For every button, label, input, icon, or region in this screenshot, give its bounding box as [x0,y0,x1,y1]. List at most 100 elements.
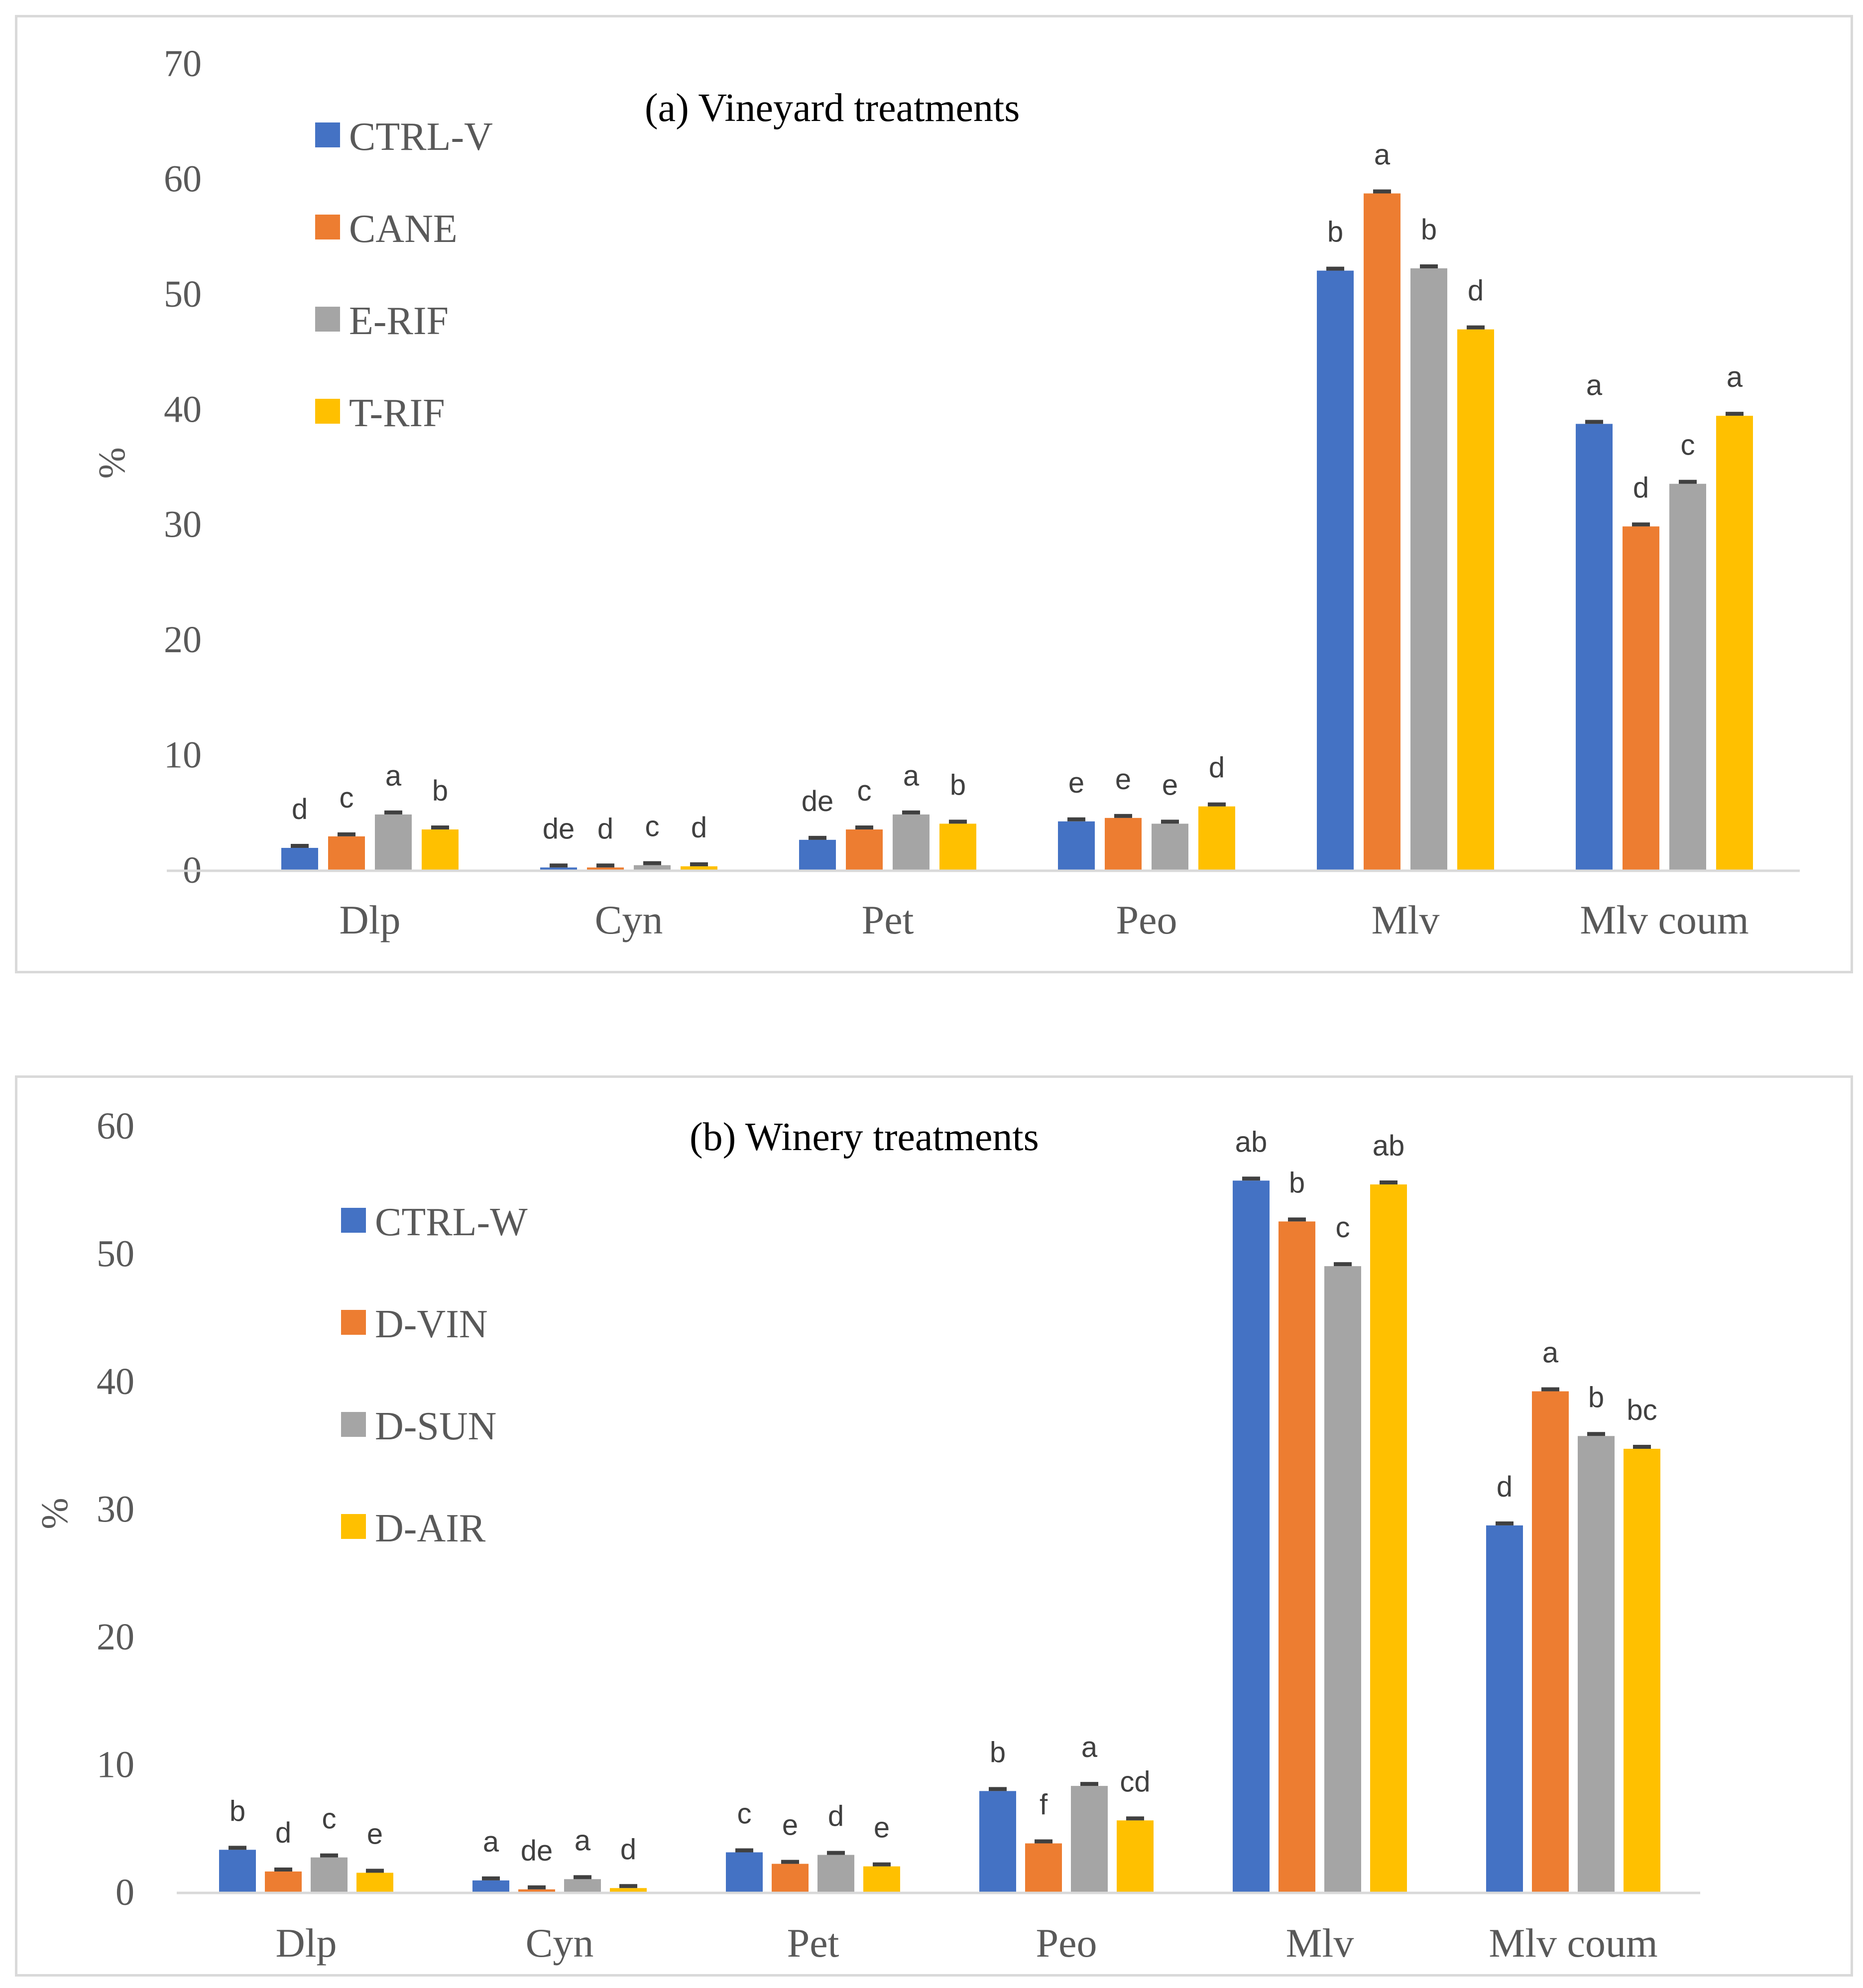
category-label: Dlp [340,897,401,942]
bar-ctrl-w-pet [726,1852,763,1892]
significance-label: a [575,1824,591,1857]
significance-label: a [1374,139,1391,171]
significance-label: d [1497,1471,1513,1503]
significance-label: a [1542,1337,1559,1369]
category-label: Peo [1116,897,1177,942]
bar-ctrl-v-cyn [540,867,577,870]
bar-ctrl-v-mlv [1317,270,1354,870]
bar-d-air-cyn [610,1888,647,1892]
bar-d-vin-mlv-coum [1532,1391,1569,1892]
chart-title: (b) Winery treatments [690,1115,1039,1159]
bar-cane-cyn [587,867,624,870]
significance-label: a [1727,361,1743,393]
bar-e-rif-dlp [375,814,412,870]
significance-label: b [432,775,448,807]
significance-label: d [828,1800,844,1833]
significance-label: de [543,813,575,845]
y-tick-label: 30 [164,504,202,546]
significance-label: c [340,782,354,814]
significance-label: c [1336,1211,1350,1244]
bar-t-rif-mlv-coum [1716,416,1753,870]
bar-ctrl-v-pet [799,839,836,870]
legend-label: D-AIR [375,1507,486,1550]
significance-label: e [874,1812,890,1844]
significance-label: c [1681,429,1695,462]
chart-panel-winery: 0 10 20 30 40 50 60% (b) Winery treatments b a c b a… [15,1075,1853,1977]
legend-swatch [315,215,340,239]
significance-label: c [322,1803,337,1835]
y-tick-label: 70 [164,43,202,85]
significance-label: e [1115,763,1131,796]
legend-label: D-VIN [375,1302,488,1346]
bar-d-air-peo [1117,1820,1154,1892]
y-tick-label: 50 [164,273,202,315]
y-tick-label: 20 [164,619,202,661]
category-label: Pet [862,897,914,942]
significance-label: c [857,775,872,807]
bar-ctrl-w-mlv [1233,1180,1270,1892]
bar-ctrl-w-peo [979,1791,1016,1892]
significance-label: e [1068,767,1084,799]
y-tick-label: 40 [164,388,202,430]
significance-label: b [1588,1381,1604,1413]
legend-label: D-SUN [375,1404,496,1448]
bar-d-sun-mlv [1324,1266,1361,1892]
y-tick-label: 10 [97,1744,134,1786]
significance-label: a [903,760,920,792]
bar-t-rif-pet [939,823,976,870]
significance-label: de [521,1835,553,1867]
significance-label: a [1081,1731,1098,1763]
y-tick-label: 30 [97,1489,134,1530]
category-label: Cyn [595,897,663,942]
bar-d-air-mlv-coum [1624,1448,1660,1892]
bar-d-sun-mlv-coum [1578,1436,1615,1892]
bar-d-sun-dlp [311,1857,348,1892]
bar-t-rif-mlv [1457,329,1494,870]
significance-label: a [385,760,402,792]
significance-label: d [275,1817,291,1849]
significance-label: a [1586,369,1603,401]
category-label: Mlv coum [1580,897,1748,942]
category-label: Mlv coum [1489,1920,1657,1966]
significance-label: b [230,1795,245,1827]
bar-d-sun-pet [817,1855,854,1892]
bar-ctrl-w-cyn [472,1880,509,1892]
bar-cane-mlv-coum [1623,526,1659,870]
bar-cane-peo [1105,818,1142,870]
bar-d-air-pet [863,1866,900,1892]
significance-label: a [483,1826,499,1858]
significance-label: e [782,1809,798,1842]
legend-swatch [341,1310,366,1335]
significance-label: bc [1627,1394,1657,1426]
bar-d-vin-pet [772,1864,809,1892]
bar-cane-mlv [1364,193,1400,870]
bar-ctrl-v-mlv-coum [1576,424,1613,870]
significance-label: d [292,793,308,825]
legend-swatch [315,307,340,332]
bar-e-rif-cyn [634,865,671,870]
bar-d-vin-dlp [265,1871,302,1892]
bar-cane-pet [846,829,883,870]
bar-d-sun-peo [1071,1786,1108,1892]
significance-label: c [645,811,660,843]
y-axis-label: % [91,447,133,478]
category-label: Cyn [526,1920,594,1966]
significance-label: d [1468,275,1484,307]
significance-label: c [737,1797,752,1830]
category-label: Mlv [1286,1920,1354,1966]
bar-ctrl-w-mlv-coum [1486,1525,1523,1892]
bar-d-sun-cyn [564,1879,601,1892]
significance-label: d [1209,752,1225,784]
chart-title: (a) Vineyard treatments [645,86,1020,130]
bar-e-rif-pet [893,814,930,870]
legend-swatch [341,1412,366,1437]
legend-label: CTRL-W [375,1200,528,1244]
significance-label: b [1421,214,1437,246]
bar-d-vin-mlv [1279,1221,1315,1892]
legend-swatch [315,122,340,147]
significance-label: f [1040,1789,1048,1821]
bar-ctrl-v-dlp [281,848,318,870]
bar-cane-dlp [328,836,365,870]
bar-e-rif-peo [1152,823,1188,870]
